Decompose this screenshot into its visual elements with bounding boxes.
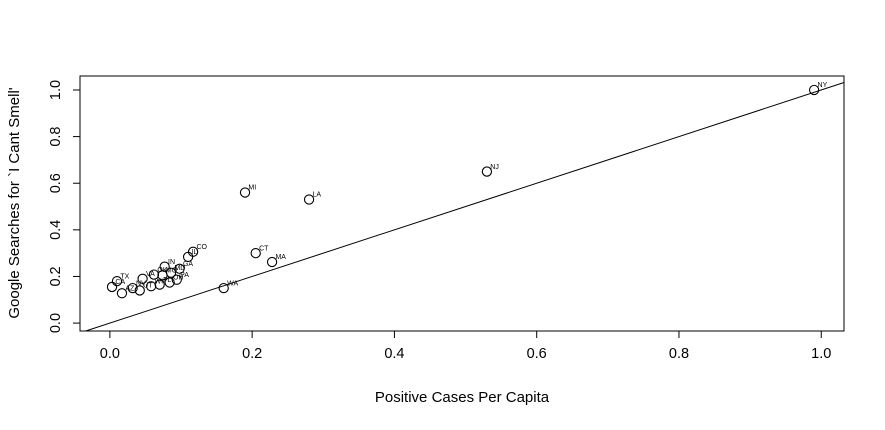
data-point-ut: [134, 285, 145, 296]
y-tick-label: 0.8: [48, 127, 64, 147]
data-point-label-ct: CT: [259, 245, 269, 252]
data-point-ok: [148, 269, 160, 280]
data-point-label-nv: NV: [136, 280, 146, 287]
x-tick-label: 0.8: [669, 346, 689, 362]
data-point-pa: [171, 274, 182, 285]
data-point-label-fl: FL: [163, 277, 171, 284]
identity-line: [85, 82, 845, 332]
x-tick-label: 0.4: [384, 346, 404, 362]
data-point-ny: [808, 84, 820, 96]
x-tick-label: 1.0: [811, 346, 831, 362]
data-point-label-wa: WA: [227, 280, 238, 287]
data-point-label-mi: MI: [248, 185, 256, 192]
data-point-label-va: VA: [146, 271, 155, 278]
data-point-label-pa: PA: [180, 272, 189, 279]
x-tick-label: 0.0: [100, 346, 120, 362]
data-point-va: [137, 273, 148, 284]
plot-border: [79, 75, 845, 332]
data-point-label-ma: MA: [275, 254, 286, 261]
data-point-la: [303, 194, 315, 205]
data-point-label-ny: NY: [818, 82, 828, 89]
x-axis-title: Positive Cases Per Capita: [375, 389, 550, 406]
data-point-nj: [481, 166, 493, 177]
data-point-label-tx: TX: [120, 273, 129, 280]
y-tick-label: 0.6: [48, 173, 64, 193]
y-tick-label: 1.0: [48, 80, 64, 100]
data-point-oh: [164, 277, 175, 288]
x-tick-label: 0.6: [527, 346, 547, 362]
data-point-ga: [174, 263, 185, 274]
data-point-il: [182, 251, 194, 263]
data-point-label-az: AZ: [125, 285, 135, 292]
data-point-label-oh: OH: [173, 275, 184, 282]
y-tick-label: 0.2: [48, 266, 64, 286]
y-tick-label: 0.4: [48, 220, 64, 240]
data-point-label-ut: UT: [143, 283, 153, 290]
data-point-label-il: IL: [192, 249, 198, 256]
data-point-label-ca: CA: [115, 279, 125, 286]
data-point-label-ga: GA: [183, 261, 193, 268]
data-point-ca: [106, 281, 118, 293]
y-tick-label: 0.0: [48, 313, 64, 333]
data-point-label-co: CO: [197, 244, 208, 251]
y-axis-title: Google Searches for `I Cant Smell': [6, 87, 23, 318]
data-point-mo: [157, 270, 168, 281]
data-point-ma: [266, 256, 278, 268]
data-point-label-in: IN: [168, 259, 175, 266]
data-point-label-mo: MO: [166, 267, 178, 274]
plot-generated-layer: 0.0 0.2 0.4 0.6 0.8 1.0 0.0 0.2 0.4 0.6 0.8 1.0 NY NJ…: [48, 75, 845, 362]
data-point-az: [116, 288, 128, 299]
data-point-mi: [239, 187, 251, 198]
x-tick-label: 0.2: [242, 346, 262, 362]
data-point-label-nj: NJ: [490, 164, 499, 171]
data-point-label-la: LA: [312, 192, 321, 199]
data-point-wi: [145, 281, 157, 292]
data-point-ct: [250, 247, 261, 259]
data-point-label-wi: WI: [155, 278, 164, 285]
data-point-label-md: MD: [174, 265, 185, 272]
data-point-wa: [218, 282, 229, 294]
data-point-nv: [127, 282, 138, 294]
